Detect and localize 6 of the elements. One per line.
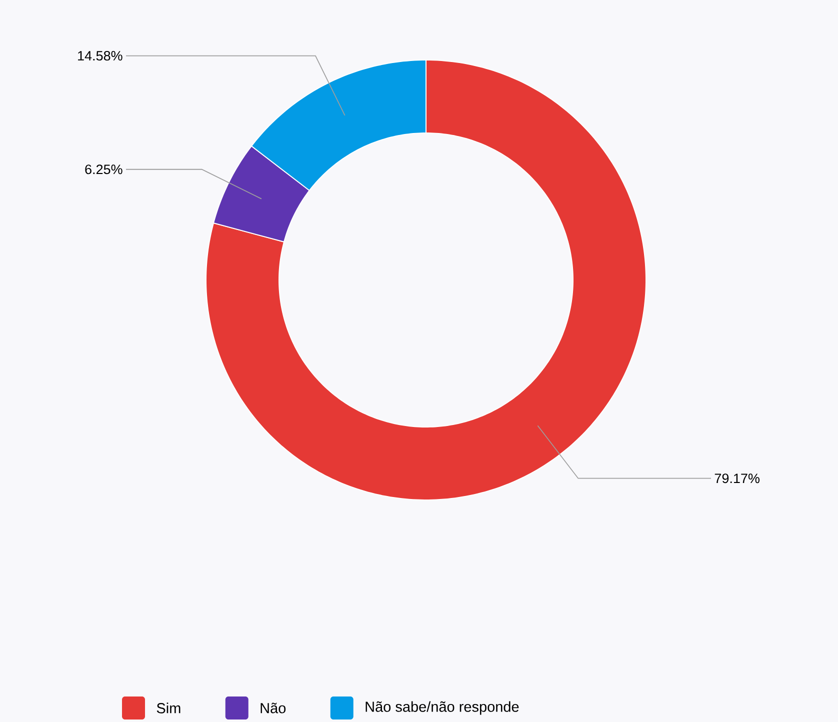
data-label: 79.17% [714,474,760,484]
legend-label: Não [260,702,286,714]
data-label: 14.58% [78,50,122,61]
legend-label: Sim [156,702,180,714]
data-label: 6.25% [85,164,122,174]
legend-label: Não sabe/não responde [366,701,519,715]
